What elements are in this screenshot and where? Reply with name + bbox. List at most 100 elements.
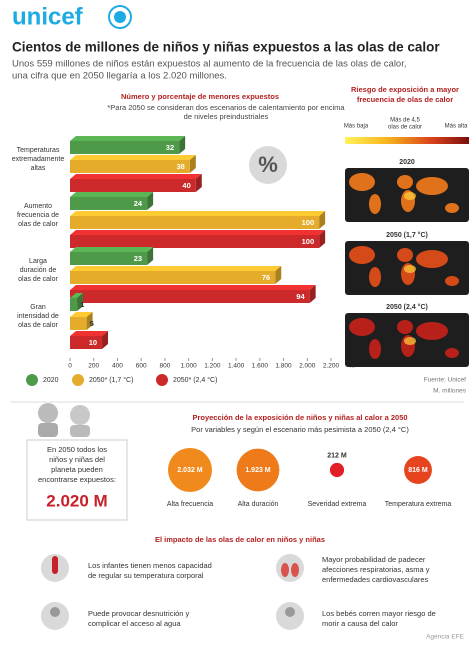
bar <box>70 290 310 303</box>
hotspot <box>404 265 416 273</box>
bar-top <box>70 266 282 271</box>
land <box>416 177 448 195</box>
percent-badge <box>249 146 287 184</box>
bar <box>70 141 180 154</box>
bar-end <box>77 293 84 311</box>
bar <box>70 179 196 192</box>
scale-label: Más alta <box>445 124 468 130</box>
land <box>369 339 381 359</box>
x-tick-label: 1.200 <box>204 363 221 370</box>
bar-top <box>70 155 196 160</box>
bar <box>70 336 103 349</box>
bar-top <box>70 174 202 179</box>
bubble-category: Severidad extrema <box>308 501 367 508</box>
impact-text: morir a causa del calor <box>322 619 398 628</box>
bar-top <box>70 285 316 290</box>
x-tick-label: 1.600 <box>252 363 269 370</box>
legend-swatch <box>156 374 168 386</box>
chart-note: de niveles preindustriales <box>184 112 269 121</box>
callout-box <box>26 439 128 521</box>
logo-emblem-inner <box>114 11 126 23</box>
x-tick-label: 800 <box>159 363 170 370</box>
bar-end <box>189 155 196 173</box>
x-tick-label: 0 <box>68 363 72 370</box>
logo-emblem <box>108 5 132 29</box>
bar-share-label: 38 <box>176 162 184 171</box>
unit-note: M. millones <box>433 388 467 395</box>
bar-share-label: 5 <box>90 319 94 328</box>
bubble <box>168 448 212 492</box>
bar <box>70 216 320 229</box>
bar-end <box>147 247 154 265</box>
bar-end <box>195 174 202 192</box>
map-label: 2050 (2,4 °C) <box>386 303 428 311</box>
land <box>349 173 375 191</box>
callout-text: En 2050 todos los <box>47 445 107 454</box>
bar-end <box>147 192 154 210</box>
land <box>397 175 413 189</box>
subtitle: Unos 559 millones de niños están expuest… <box>12 59 407 70</box>
impact-text: Puede provocar desnutrición y <box>88 609 190 618</box>
bubble <box>236 448 280 492</box>
legend-swatch <box>26 374 38 386</box>
bubble-title: Proyección de la exposición de niños y n… <box>192 413 407 422</box>
bar <box>70 252 148 265</box>
bar-share-label: 40 <box>182 181 190 190</box>
bubble-label: 2.032 M <box>177 467 202 474</box>
bar <box>70 197 148 210</box>
logo: unicef <box>12 3 84 30</box>
subtitle: una cifra que en 2050 llegaría a los 2.0… <box>12 71 227 82</box>
map-title: frecuencia de olas de calor <box>357 95 453 104</box>
color-scale <box>345 137 469 144</box>
children-icon <box>38 403 90 437</box>
land <box>445 203 459 213</box>
legend-label: 2050* (1,7 °C) <box>89 376 133 384</box>
bar-end <box>275 266 282 284</box>
x-tick-label: 1.400 <box>228 363 245 370</box>
hotspot <box>404 337 416 345</box>
bubble-label: 1.923 M <box>245 467 270 474</box>
scale-label: Más baja <box>344 124 369 130</box>
bar <box>70 235 320 248</box>
bar-end <box>319 211 326 229</box>
bar-share-label: 32 <box>166 143 174 152</box>
legend-label: 2050* (2,4 °C) <box>173 376 217 384</box>
world-map <box>345 313 469 367</box>
land <box>349 246 375 264</box>
bar-top <box>70 331 109 336</box>
bar-share-label: 100 <box>302 218 315 227</box>
bubble-category: Alta frecuencia <box>167 501 213 508</box>
category-label: Gran intensidad de olas de calor <box>17 304 59 329</box>
bar-share-label: 10 <box>89 338 97 347</box>
world-map <box>345 168 469 222</box>
scale-label: Más de 4,5 <box>390 118 420 124</box>
impact-text: Los infantes tienen menos capacidad <box>88 561 212 570</box>
percent-symbol: % <box>258 152 278 177</box>
land <box>416 322 448 340</box>
legend-label: 2020 <box>43 377 59 384</box>
land <box>369 267 381 287</box>
category-label: Larga duración de olas de calor <box>18 258 58 283</box>
bubble <box>404 456 432 484</box>
x-tick-label: 200 <box>88 363 99 370</box>
impact-text: complicar el acceso al agua <box>88 619 181 628</box>
land <box>369 194 381 214</box>
source: Fuente: Unicef <box>424 377 466 384</box>
x-tick-label: 2.000 <box>299 363 316 370</box>
legend-swatch <box>72 374 84 386</box>
bar-end <box>309 285 316 303</box>
land <box>445 276 459 286</box>
x-tick-label: 600 <box>136 363 147 370</box>
bar-end <box>179 136 186 154</box>
bubble-subtitle: Por variables y según el escenario más p… <box>191 425 409 434</box>
category-label: Temperaturas extremadamente altas <box>12 147 65 172</box>
bar-top <box>70 247 154 252</box>
bar-share-label: 23 <box>134 254 142 263</box>
bar-end <box>319 230 326 248</box>
bar-end <box>102 331 109 349</box>
map-label: 2050 (1,7 °C) <box>386 231 428 239</box>
impact-icons <box>41 554 304 630</box>
bar-share-label: 94 <box>296 292 305 301</box>
